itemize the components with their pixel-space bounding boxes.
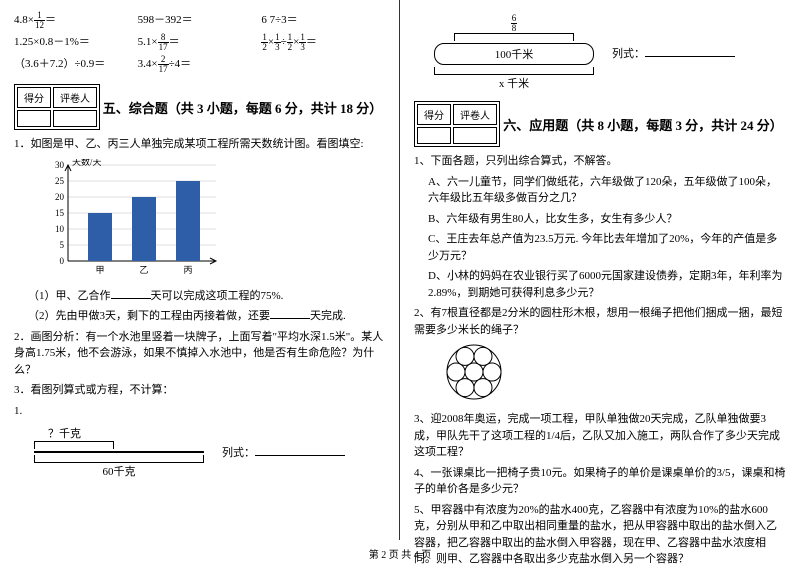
top-diagram: 68 100千米 x 千米 列式： [434,14,786,91]
列式-label-top: 列式： [612,45,735,61]
bracket-top [454,33,574,41]
q6-4: 4、一张课桌比一把椅子贵10元。如果椅子的单价是课桌单价的3/5，课桌和椅子的单… [414,465,786,498]
score-cell [417,127,451,144]
equation-cell: 12×13÷12×13＝ [261,33,385,52]
q6-1C: C、王庄去年总产值为23.5万元. 今年比去年增加了20%，今年的产值是多少万元… [428,231,786,264]
equation-cell: 1.25×0.8－1%＝ [14,33,138,52]
svg-text:乙: 乙 [139,265,148,275]
svg-text:20: 20 [55,192,65,202]
svg-text:25: 25 [55,176,65,186]
left-column: 4.8×112＝598－392＝6 7÷3＝ 1.25×0.8－1%＝5.1×81… [0,0,400,540]
bracket-bottom [34,455,204,463]
q6-1B: B、六年级有男生80人，比女生多，女生有多少人？ [428,211,786,228]
q6-1: 1、下面各题，只列出综合算式，不解答。 [414,153,786,170]
equation-cell: （3.6＋7.2）÷0.9＝ [14,55,138,74]
equation-cell: 5.1×817＝ [138,33,262,52]
grader-cell [453,127,497,144]
top-frac: 68 [434,14,594,33]
diag3-bottom-label: 60千克 [34,463,204,479]
diag3-top-label: ？千克 [48,425,204,441]
section6-title: 六、应用题（共 8 小题，每题 3 分，共计 24 分） [500,115,786,134]
score-box-5: 得分 评卷人 [14,84,100,130]
blank [255,445,345,456]
q5-1-2: （2）先由甲做3天，剩下的工程由丙接着做，还要 天完成. [28,308,385,325]
equation-cell: 3.4×217÷4＝ [138,55,262,74]
circles-diagram [444,342,786,407]
score-cell [17,110,51,127]
section6-header: 得分 评卷人 六、应用题（共 8 小题，每题 3 分，共计 24 分） [414,101,786,147]
blank [645,46,735,57]
q5-1-2-post: 天完成. [310,310,346,322]
equation-cell [261,55,385,74]
bar-chart: 0 5 10 15 20 25 30 天数/天甲 乙 丙 [42,159,385,282]
q6-5: 5、甲容器中有浓度为20%的盐水400克，乙容器中有浓度为10%的盐水600克，… [414,502,786,568]
inner-label: 100千米 [495,49,534,61]
q6-3: 3、迎2008年奥运，完成一项工程，甲队单独做20天完成，乙队单独做要3成，甲队… [414,411,786,461]
q5-1: 1．如图是甲、乙、丙三人单独完成某项工程所需天数统计图。看图填空: [14,136,385,153]
diag3-line [34,451,204,453]
grader-cell [53,110,97,127]
svg-text:5: 5 [60,240,65,250]
q5-2: 2．画图分析：有一个水池里竖着一块牌子，上面写着"平均水深1.5米"。某人身高1… [14,329,385,379]
oval-box: 100千米 [434,43,594,65]
diagram-3: ？千克 60千克 列式： [34,425,385,479]
bracket-top [34,441,114,449]
equation-cell: 6 7÷3＝ [261,11,385,30]
svg-text:10: 10 [55,224,65,234]
right-column: 68 100千米 x 千米 列式： 得分 评卷人 六、应用题（共 8 小题，每题… [400,0,800,540]
blank [111,288,151,299]
equation-cell: 4.8×112＝ [14,11,138,30]
svg-text:丙: 丙 [183,265,192,275]
score-box-6: 得分 评卷人 [414,101,500,147]
q5-1-1-pre: （1）甲、乙合作 [28,290,111,302]
bracket-bottom [434,67,594,75]
equations-block: 4.8×112＝598－392＝6 7÷3＝ 1.25×0.8－1%＝5.1×81… [14,11,385,74]
frac-d: 8 [511,24,518,33]
q5-1-2-pre: （2）先由甲做3天，剩下的工程由丙接着做，还要 [28,310,270,322]
q5-3-row1: 1. [14,403,385,420]
svg-text:30: 30 [55,160,65,170]
q6-1A: A、六一儿童节，同学们做纸花，六年级做了120朵，五年级做了100朵，六年级比五… [428,174,786,207]
q5-1-1-post: 天可以完成这项工程的75%. [151,290,284,302]
svg-text:0: 0 [60,256,65,266]
列式-text: 列式： [222,447,255,459]
label-grader: 评卷人 [453,104,497,125]
label-score: 得分 [17,87,51,108]
equation-cell: 598－392＝ [138,11,262,30]
blank [270,308,310,319]
label-score: 得分 [417,104,451,125]
q6-2: 2、有7根直径都是2分米的圆柱形木根，想用一根绳子把他们捆成一捆，最短需要多少米… [414,305,786,338]
section5-header: 得分 评卷人 五、综合题（共 3 小题，每题 6 分，共计 18 分） [14,84,385,130]
label-grader: 评卷人 [53,87,97,108]
section5-title: 五、综合题（共 3 小题，每题 6 分，共计 18 分） [100,98,385,117]
svg-text:15: 15 [55,208,65,218]
svg-text:甲: 甲 [95,265,104,275]
列式-text: 列式： [612,48,645,60]
q6-1D: D、小林的妈妈在农业银行买了6000元国家建设债券，定期3年，年利率为2.89%… [428,268,786,301]
svg-text:天数/天: 天数/天 [72,159,102,167]
q5-3: 3．看图列算式或方程，不计算： [14,382,385,399]
outer-label: x 千米 [434,75,594,91]
列式-label-3: 列式： [222,444,345,460]
q5-1-1: （1）甲、乙合作 天可以完成这项工程的75%. [28,288,385,305]
